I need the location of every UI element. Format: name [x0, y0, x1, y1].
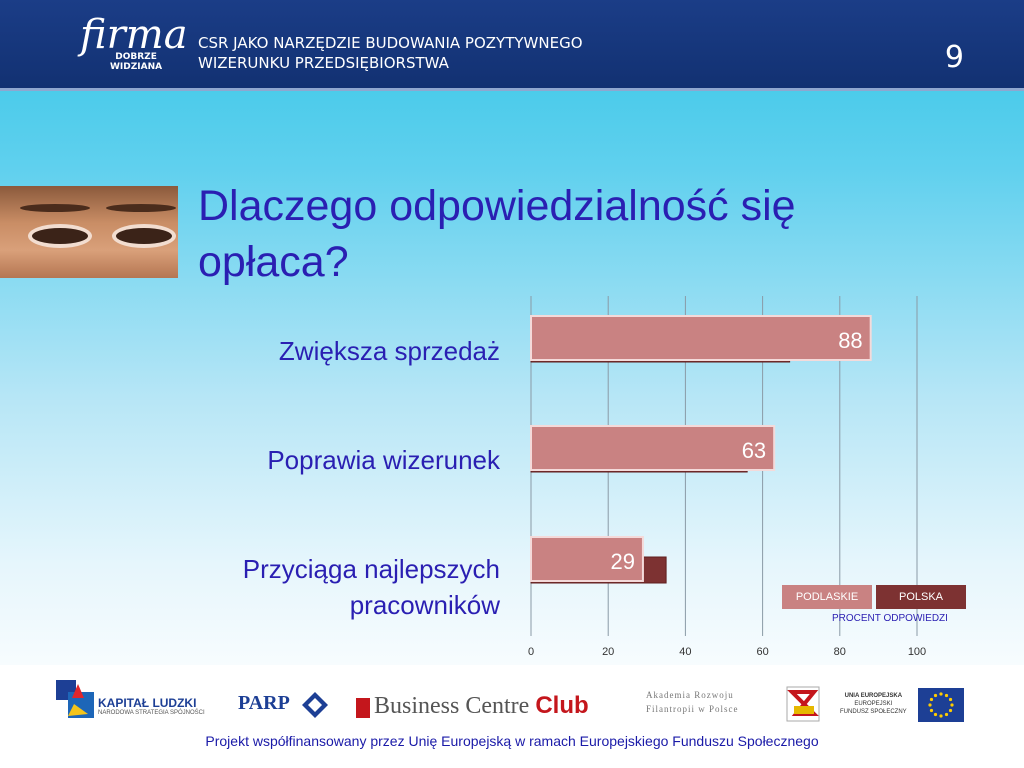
kapital-ludzki-logo: KAPITAŁ LUDZKI NARODOWA STRATEGIA SPÓJNO…: [98, 696, 205, 716]
legend-note: PROCENT ODPOWIEDZI: [832, 613, 948, 624]
legend-podlaskie: PODLASKIE: [782, 585, 872, 609]
logo-sub-line1: DOBRZE: [115, 52, 157, 62]
eu-star-icon: [929, 697, 934, 702]
logo-sub-line2: WIDZIANA: [110, 62, 163, 72]
category-label-3-line1: Przyciąga najlepszych: [242, 554, 500, 584]
partner-seal-icon: [786, 686, 820, 722]
eu-star-icon: [948, 697, 953, 702]
footer-logos: KAPITAŁ LUDZKI NARODOWA STRATEGIA SPÓJNO…: [0, 668, 1024, 768]
header-bar: firma DOBRZE WIDZIANA CSR JAKO NARZĘDZIE…: [0, 0, 1024, 91]
eu-star-icon: [944, 712, 949, 717]
bar-podlaskie: [530, 536, 644, 582]
kapital-ludzki-subtext: NARODOWA STRATEGIA SPÓJNOŚCI: [98, 710, 205, 716]
bar-chart: 0 20 40 60 80 100 88 63 29: [528, 296, 926, 658]
eu-star-icon: [950, 703, 954, 707]
x-tick-label: 0: [528, 646, 534, 658]
eye-left: [28, 224, 92, 248]
x-tick-label: 100: [908, 646, 926, 658]
bcc-logo-club: Club: [535, 692, 589, 719]
category-label-1-line1: Zwiększa sprzedaż: [278, 336, 500, 366]
eu-flag-icon: [918, 688, 964, 722]
eu-star-icon: [939, 714, 943, 718]
category-label-2-line1: Poprawia wizerunek: [267, 445, 500, 475]
eu-star-icon: [939, 692, 943, 696]
eu-star-icon: [948, 708, 953, 713]
akademia-line1: Akademia Rozwoju: [646, 690, 734, 700]
bcc-logo-text: Business Centre: [374, 693, 530, 719]
category-label-1: Zwiększa sprzedaż: [279, 333, 500, 369]
bar-data-label: 29: [610, 549, 634, 574]
legend-polska: POLSKA: [876, 585, 966, 609]
category-label-3-line2: pracowników: [349, 590, 500, 620]
header-title-line1: CSR JAKO NARZĘDZIE BUDOWANIA POZYTYWNEGO: [198, 34, 583, 52]
header-title: CSR JAKO NARZĘDZIE BUDOWANIA POZYTYWNEGO…: [198, 33, 583, 73]
eu-text-line2: EUROPEJSKI: [854, 701, 893, 707]
child-eyes-photo: [0, 186, 178, 278]
bar-data-label: 63: [742, 438, 766, 463]
akademia-logo: Akademia Rozwoju Filantropii w Polsce: [646, 688, 739, 716]
eu-star-icon: [933, 693, 938, 698]
bar-data-label: 88: [838, 328, 862, 353]
eu-star-icon: [933, 712, 938, 717]
logo-main-text: firma: [80, 12, 188, 58]
slide-title-line1: Dlaczego odpowiedzialność się: [198, 182, 796, 230]
eu-text-logo: UNIA EUROPEJSKA EUROPEJSKI FUNDUSZ SPOŁE…: [840, 692, 907, 716]
slide-title-line2: opłaca?: [198, 238, 349, 286]
page-number: 9: [944, 40, 964, 75]
firma-logo: firma DOBRZE WIDZIANA: [66, 10, 188, 80]
eu-star-icon: [944, 693, 949, 698]
eu-star-icon: [928, 703, 932, 707]
kapital-ludzki-text: KAPITAŁ LUDZKI: [98, 696, 197, 710]
eu-star-icon: [929, 708, 934, 713]
footer-note: Projekt współfinansowany przez Unię Euro…: [205, 733, 819, 749]
x-tick-label: 20: [602, 646, 614, 658]
bcc-icon: [356, 698, 370, 718]
parp-logo: PARP: [238, 692, 290, 714]
header-title-line2: WIZERUNKU PRZEDSIĘBIORSTWA: [198, 54, 449, 72]
parp-icon: [300, 690, 330, 720]
eyebrow-left: [20, 204, 90, 212]
bar-podlaskie: [530, 425, 776, 471]
logo-sub-text: DOBRZE WIDZIANA: [110, 52, 162, 72]
eu-text-line3: FUNDUSZ SPOŁECZNY: [840, 709, 907, 715]
x-tick-label: 60: [756, 646, 768, 658]
x-tick-label: 80: [834, 646, 846, 658]
x-tick-label: 40: [679, 646, 691, 658]
slide-title: Dlaczego odpowiedzialność się opłaca?: [198, 178, 796, 290]
eu-text-line1: UNIA EUROPEJSKA: [844, 693, 903, 699]
kapital-ludzki-icon: [54, 678, 96, 722]
eyebrow-right: [106, 204, 176, 212]
eye-right: [112, 224, 176, 248]
category-label-3: Przyciąga najlepszych pracowników: [243, 551, 500, 623]
category-label-2: Poprawia wizerunek: [267, 442, 500, 478]
akademia-line2: Filantropii w Polsce: [646, 704, 739, 714]
bar-podlaskie: [530, 315, 872, 361]
bcc-logo: Business Centre Club: [374, 692, 589, 720]
